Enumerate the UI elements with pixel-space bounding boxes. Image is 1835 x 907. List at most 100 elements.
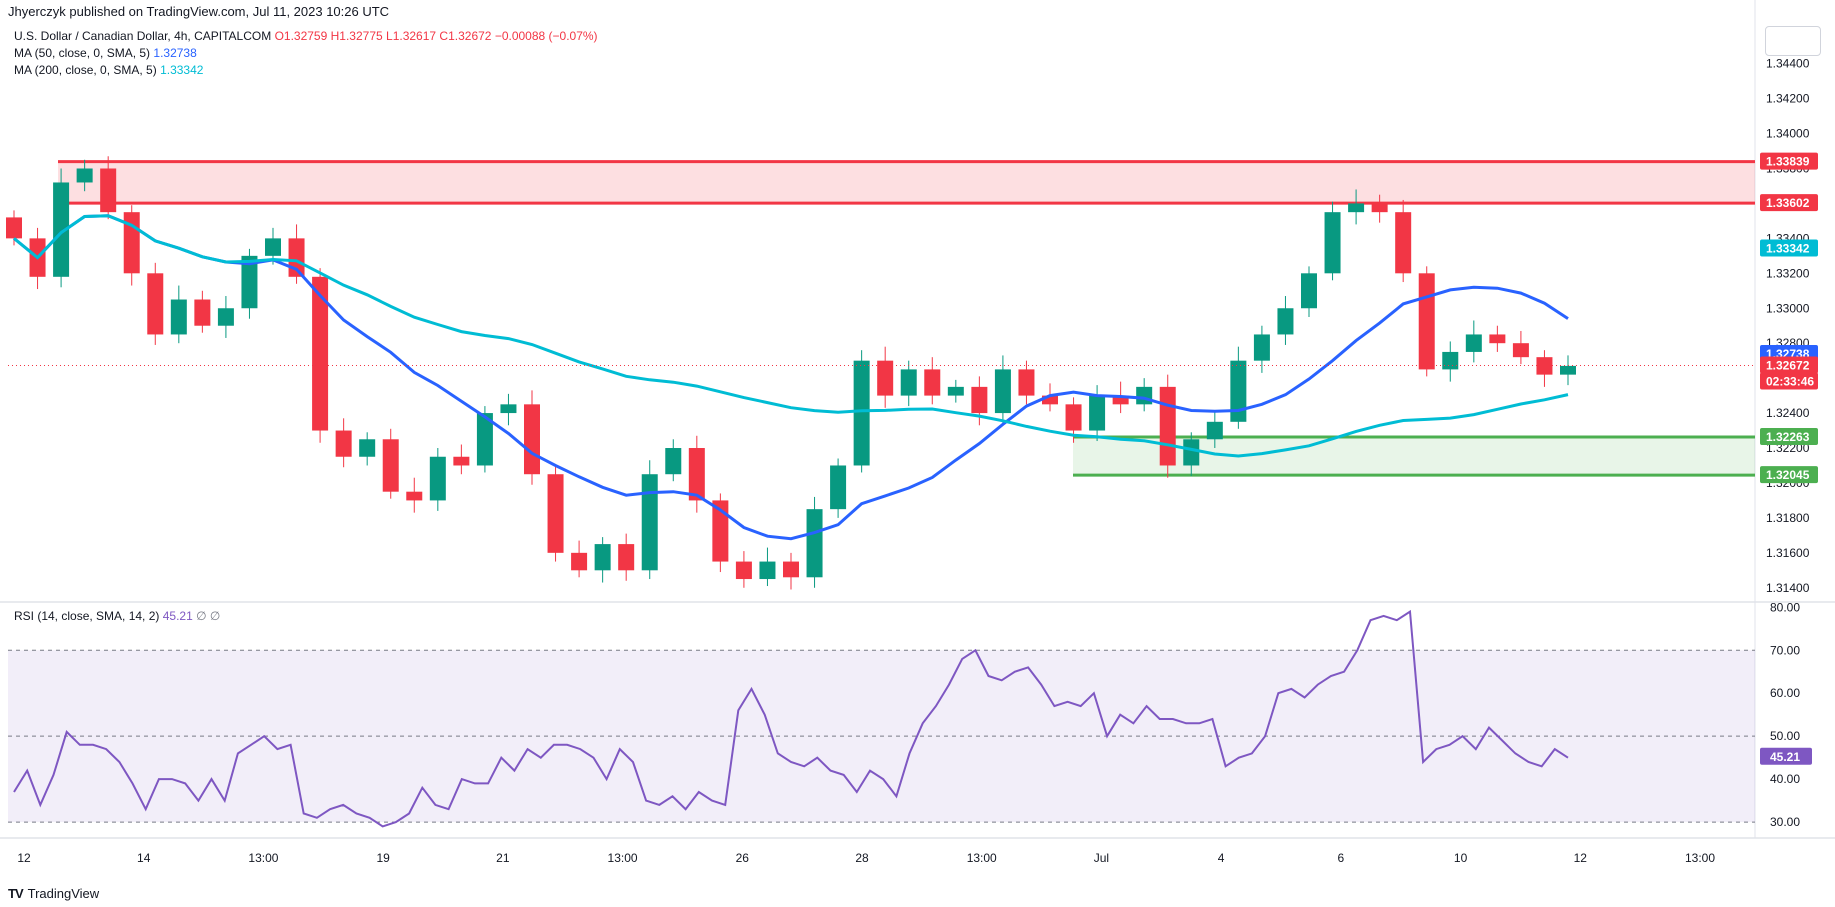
candle-body (335, 430, 352, 457)
rsi-tick-label: 70.00 (1770, 643, 1800, 657)
support-top-tag (1760, 428, 1818, 446)
candle-body (1112, 395, 1129, 405)
candle-body (1301, 273, 1317, 309)
candle-body (147, 273, 164, 335)
time-tick-label: 6 (1338, 851, 1345, 865)
rsi-pane (8, 609, 1755, 828)
price-tick-label: 1.31600 (1766, 546, 1810, 560)
rsi-legend[interactable]: RSI (14, close, SMA, 14, 2) 45.21 ∅ ∅ (14, 609, 220, 623)
symbol-title[interactable]: U.S. Dollar / Canadian Dollar, 4h, CAPIT… (14, 29, 272, 43)
rsi-tick-label: 80.00 (1770, 600, 1800, 614)
time-tick-label: 12 (17, 851, 31, 865)
candle-body (1206, 421, 1223, 440)
candle-body (76, 168, 93, 183)
candle-body (1230, 360, 1247, 422)
ma200-label: MA (200, close, 0, SMA, 5) (14, 63, 157, 77)
candle-body (312, 276, 329, 431)
candle-body (547, 474, 564, 553)
resistance-zone (58, 161, 1755, 204)
candle-body (1489, 334, 1506, 344)
time-tick-label: 28 (855, 851, 869, 865)
candle-body (571, 552, 588, 571)
resistance-top-tag (1760, 152, 1818, 170)
candle-body (429, 456, 446, 501)
tradingview-brand[interactable]: TV TradingView (8, 886, 99, 901)
candle-body (1065, 404, 1082, 431)
time-tick-label: 21 (496, 851, 510, 865)
ma200-line (13, 214, 1569, 458)
candle-body (994, 369, 1011, 414)
resistance-bottom-tag (1760, 194, 1818, 212)
price-tick-label: 1.34200 (1766, 92, 1810, 106)
candle-body (830, 465, 847, 510)
ma200-value: 1.33342 (160, 63, 204, 77)
candle-body (500, 404, 517, 414)
price-tick-label: 1.31800 (1766, 511, 1810, 525)
candle-body (1277, 308, 1294, 335)
candle-body (1136, 386, 1153, 405)
brand-label: TradingView (27, 886, 100, 901)
price-tick-label: 1.34000 (1766, 127, 1810, 141)
candle-body (806, 509, 823, 578)
price-tick-label: 1.32400 (1766, 406, 1810, 420)
candle-body (594, 544, 611, 571)
price-tick-label: 1.33200 (1766, 266, 1810, 280)
last-price-tag (1760, 356, 1818, 374)
candle-body (100, 168, 117, 213)
time-axis: 12 14 13:00 19 21 13:00 26 28 13:00 Jul 4 6 10 12 13:0… (17, 851, 1715, 865)
candle-body (382, 439, 399, 492)
price-tick-label: 1.33000 (1766, 301, 1810, 315)
candle-body (524, 404, 540, 475)
time-tick-label: 19 (376, 851, 390, 865)
candle-body (759, 561, 776, 580)
ma50-value: 1.32738 (153, 46, 197, 60)
candle-body (265, 238, 281, 256)
publisher-line: Jhyerczyk published on TradingView.com, … (8, 4, 390, 19)
candle-body (1042, 395, 1058, 405)
countdown-tag-label: 02:33:46 (1766, 375, 1814, 389)
ma50-label: MA (50, close, 0, SMA, 5) (14, 46, 151, 60)
ohlc-open: O1.32759 (274, 29, 328, 43)
candle-body (241, 255, 258, 309)
ma200-tag-label: 1.33342 (1766, 242, 1810, 256)
rsi-tick-label: 40.00 (1770, 772, 1800, 786)
candle-body (406, 491, 423, 501)
price-axis: 1.344001.342001.340001.338001.336001.334… (1760, 57, 1818, 829)
candle-body (853, 360, 870, 466)
candle-body (1395, 212, 1412, 274)
candle-body (924, 369, 941, 396)
candle-body (783, 561, 799, 578)
candle-body (194, 299, 211, 326)
time-tick-label: 26 (736, 851, 750, 865)
support-bottom-tag (1760, 466, 1818, 484)
ma50-legend[interactable]: MA (50, close, 0, SMA, 5) 1.32738 (14, 46, 197, 60)
candle-body (688, 448, 705, 501)
support-bottom-tag-label: 1.32045 (1766, 468, 1810, 482)
candle-body (1159, 386, 1176, 466)
candle-body (1089, 395, 1106, 431)
candle-body (900, 369, 917, 396)
time-tick-label: 13:00 (608, 851, 638, 865)
last-price-tag-label: 1.32672 (1766, 359, 1810, 373)
ma200-legend[interactable]: MA (200, close, 0, SMA, 5) 1.33342 (14, 63, 203, 77)
candle-body (1442, 351, 1459, 370)
candle-body (1324, 212, 1341, 274)
tradingview-logo-icon: TV (8, 886, 24, 901)
candle-body (665, 448, 682, 475)
rsi-value: 45.21 (162, 609, 193, 623)
candle-body (1465, 334, 1482, 352)
candle-body (170, 299, 187, 335)
rsi-extra: ∅ ∅ (196, 609, 221, 623)
rsi-line (13, 609, 1569, 828)
candle-body (1018, 369, 1035, 396)
ohlc-close: C1.32672 (439, 29, 492, 43)
time-tick-label: 13:00 (248, 851, 278, 865)
candle-body (476, 413, 493, 466)
candle-body (217, 308, 234, 326)
symbol-legend: U.S. Dollar / Canadian Dollar, 4h, CAPIT… (14, 29, 598, 43)
chart-settings-box[interactable] (1765, 26, 1821, 56)
time-tick-label: Jul (1094, 851, 1109, 865)
rsi-tick-label: 50.00 (1770, 729, 1800, 743)
candle-body (1348, 203, 1365, 213)
